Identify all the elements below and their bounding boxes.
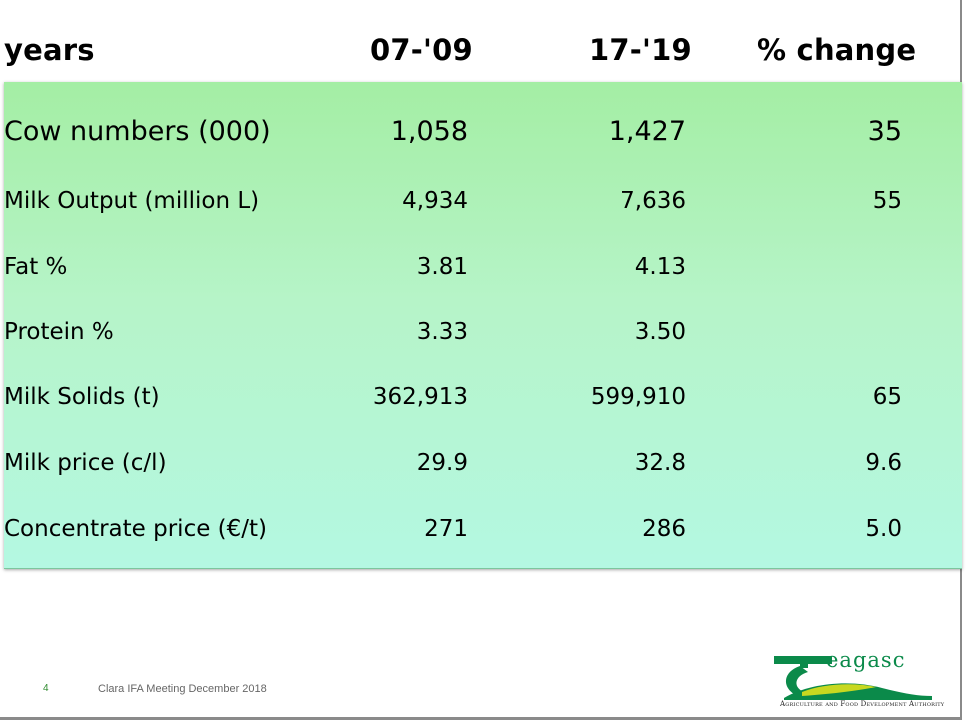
value-period-1: 29.9	[416, 450, 468, 476]
row-label: Cow numbers (000)	[4, 116, 271, 147]
value-percent-change: 5.0	[865, 516, 902, 542]
row-label: Milk price (c/l)	[4, 450, 167, 476]
table-row: Fat % 3.81 4.13	[4, 247, 962, 287]
row-label: Protein %	[4, 319, 114, 345]
value-period-2: 286	[642, 516, 686, 542]
value-period-1: 1,058	[390, 116, 468, 147]
value-period-2: 1,427	[608, 116, 686, 147]
value-percent-change: 65	[872, 384, 902, 410]
value-period-1: 3.81	[416, 254, 468, 280]
logo-tagline: Agriculture and Food Development Authori…	[780, 700, 945, 708]
logo-wordmark: eagasc	[826, 648, 906, 672]
value-period-1: 271	[424, 516, 468, 542]
header-percent-change: % change	[757, 33, 917, 67]
row-label: Fat %	[4, 254, 68, 280]
table-row: Protein % 3.33 3.50	[4, 312, 962, 352]
table-header: years 07-'09 17-'19 % change	[0, 0, 962, 82]
value-percent-change: 55	[872, 188, 902, 214]
row-label: Milk Output (million L)	[4, 188, 260, 214]
table-row: Milk price (c/l) 29.9 32.8 9.6	[4, 443, 962, 483]
value-period-1: 362,913	[372, 384, 468, 410]
page-number: 4	[43, 683, 49, 694]
row-label: Concentrate price (€/t)	[4, 516, 268, 542]
value-period-2: 7,636	[620, 188, 686, 214]
row-label: Milk Solids (t)	[4, 384, 160, 410]
value-period-1: 4,934	[402, 188, 468, 214]
teagasc-logo-icon	[774, 656, 932, 700]
table-row: Cow numbers (000) 1,058 1,427 35	[4, 112, 962, 152]
footer-text: Clara IFA Meeting December 2018	[98, 683, 267, 695]
value-period-2: 4.13	[634, 254, 686, 280]
table-row: Milk Output (million L) 4,934 7,636 55	[4, 181, 962, 221]
value-percent-change: 9.6	[865, 450, 902, 476]
header-years: years	[4, 33, 95, 67]
table-body: Cow numbers (000) 1,058 1,427 35 Milk Ou…	[4, 82, 962, 569]
value-period-2: 32.8	[634, 450, 686, 476]
header-period-2: 17-'19	[589, 33, 692, 67]
header-period-1: 07-'09	[370, 33, 473, 67]
value-percent-change: 35	[867, 116, 902, 147]
value-period-2: 599,910	[590, 384, 686, 410]
table-row: Milk Solids (t) 362,913 599,910 65	[4, 377, 962, 417]
value-period-2: 3.50	[634, 319, 686, 345]
table-row: Concentrate price (€/t) 271 286 5.0	[4, 509, 962, 549]
value-period-1: 3.33	[416, 319, 468, 345]
